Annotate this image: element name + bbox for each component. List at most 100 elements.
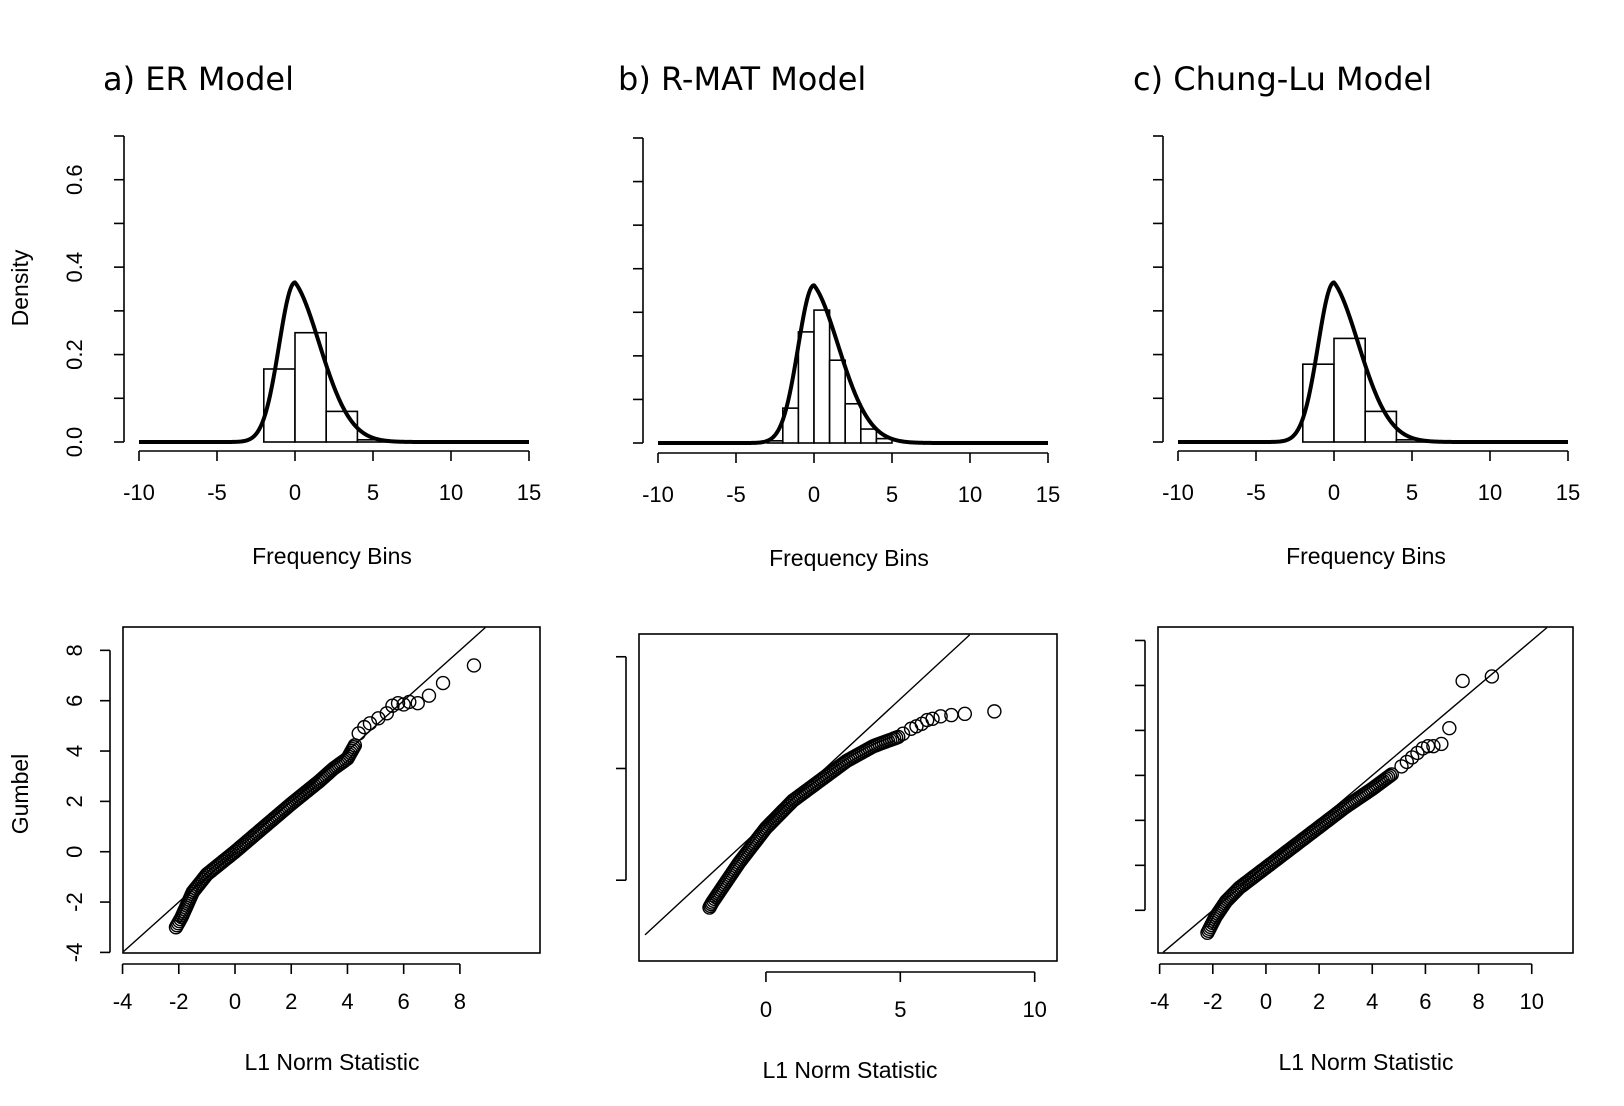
hist-a-bar [294,331,328,443]
hist-c-x-tick-label: 15 [1556,480,1580,505]
qq-b-point [944,707,959,723]
qq-c-point [1434,736,1449,752]
hist-b-bar [828,359,846,444]
hist-c-x-tick-label: -5 [1246,480,1266,505]
qq-c-point [1484,669,1500,684]
hist-a-x-tick-label: 5 [367,480,379,505]
hist-b-bar [813,309,831,444]
hist-c-bar [1333,337,1367,443]
qq-a-point [371,711,386,726]
hist-a-y-tick-label: 0.6 [62,164,87,195]
qq-c-point [1442,720,1457,736]
histogram-er: -10 -5 0 5 10 15 0.0 0.2 0.4 0.6 [62,135,541,505]
qq-a-point [346,740,361,755]
hist-b-x-tick-label: -5 [726,482,746,507]
qq-a-point [410,696,425,711]
qq-c-point [1394,759,1409,774]
qq-b-point [891,729,906,745]
hist-a-xlabel: Frequency Bins [252,543,412,569]
qq-c-xlabel: L1 Norm Statistic [1278,1049,1453,1075]
qq-a-y-tick-label: -4 [62,943,87,963]
qq-c-point [1426,738,1441,754]
qq-c-point [1410,745,1425,761]
hist-a-x-tick-label: -10 [123,480,155,505]
hist-b-bar [859,428,878,444]
qq-a-point [435,675,451,691]
qq-a-ylabel: Gumbel [7,754,33,835]
qq-a-y-tick-label: 4 [62,745,87,757]
qq-a-y-tick-label: 8 [62,644,87,656]
qq-c-point [1384,767,1399,782]
qq-a-point [379,706,395,721]
qq-a-x-tick-label: 2 [285,989,297,1014]
hist-a-x-tick-label: 0 [289,480,301,505]
qq-a-point [396,697,411,712]
qq-a-x-tick-label: 4 [341,989,353,1014]
qq-b-frame [638,633,1058,962]
qq-a-point [466,658,482,673]
qq-b-x-tick-label: 0 [760,997,772,1022]
hist-b-xlabel: Frequency Bins [769,545,929,571]
qq-c-x-tick-label: -4 [1150,989,1170,1014]
qq-c-point [1415,741,1430,756]
qq-a-point [421,688,437,703]
hist-b-x-tick-label: 15 [1036,482,1060,507]
hist-a-bar [325,410,359,443]
qq-b-point [987,704,1002,719]
histogram-rmat: -10 -5 0 5 10 15 [633,137,1060,507]
qq-a-x-tick-label: -2 [169,989,189,1014]
hist-c-density-curve [1176,280,1570,444]
qq-c-x-tick-label: 6 [1419,989,1431,1014]
hist-b-bar [797,331,815,444]
hist-a-y-tick-label: 0.0 [62,427,87,458]
hist-c-x-tick-label: 5 [1406,480,1418,505]
hist-c-bar [1364,410,1398,443]
qq-plot-er: -4 -2 0 2 4 6 8 -4 -2 0 2 4 6 8 [62,626,541,1014]
qq-a-x-tick-label: 8 [454,989,466,1014]
qq-plot-chung-lu: -4 -2 0 2 4 6 8 10 [1135,626,1574,1014]
hist-a-x-tick-label: 10 [439,480,463,505]
qq-b-point [895,726,911,741]
qq-c-x-tick-label: 8 [1472,989,1484,1014]
qq-c-x-tick-label: -2 [1203,989,1223,1014]
hist-b-x-tick-label: 10 [958,482,982,507]
hist-c-xlabel: Frequency Bins [1286,543,1446,569]
qq-a-x-tick-label: 6 [398,989,410,1014]
qq-b-x-tick-label: 5 [894,997,906,1022]
histogram-chung-lu: -10 -5 0 5 10 15 [1153,135,1580,505]
qq-c-frame [1157,626,1574,954]
qq-c-x-tick-label: 2 [1313,989,1325,1014]
qq-a-y-tick-label: 0 [62,846,87,858]
qq-b-point [933,709,948,724]
qq-a-x-tick-label: 0 [229,989,241,1014]
qq-c-reference-line [1162,627,1548,953]
qq-a-y-tick-label: 6 [62,695,87,707]
qq-b-point [957,706,973,722]
qq-c-point [1399,754,1415,770]
qq-b-point [903,721,919,736]
hist-a-x-tick-label: -5 [207,480,227,505]
hist-a-ylabel: Density [7,249,33,326]
qq-a-point [351,726,366,741]
panel-c-title: c) Chung-Lu Model [1133,60,1432,98]
qq-c-point [1381,769,1396,785]
qq-a-point [385,698,400,713]
hist-a-y-tick-label: 0.4 [62,252,87,283]
hist-b-density-curve [656,283,1050,445]
qq-a-x-tick-label: -4 [113,989,133,1014]
qq-b-x-tick-label: 10 [1022,997,1046,1022]
qq-plot-rmat: 0 5 10 [616,633,1058,1022]
panel-a-title: a) ER Model [103,60,294,98]
hist-c-x-tick-label: 0 [1328,480,1340,505]
hist-b-x-tick-label: 0 [808,482,820,507]
hist-b-x-tick-label: 5 [886,482,898,507]
panel-b-title: b) R-MAT Model [618,60,866,98]
qq-c-x-tick-label: 4 [1366,989,1378,1014]
qq-c-point [1455,673,1470,689]
qq-c-x-tick-label: 0 [1260,989,1272,1014]
qq-b-xlabel: L1 Norm Statistic [762,1057,937,1083]
hist-c-x-tick-label: -10 [1162,480,1194,505]
qq-a-y-tick-label: -2 [62,892,87,912]
qq-a-point [345,741,360,757]
